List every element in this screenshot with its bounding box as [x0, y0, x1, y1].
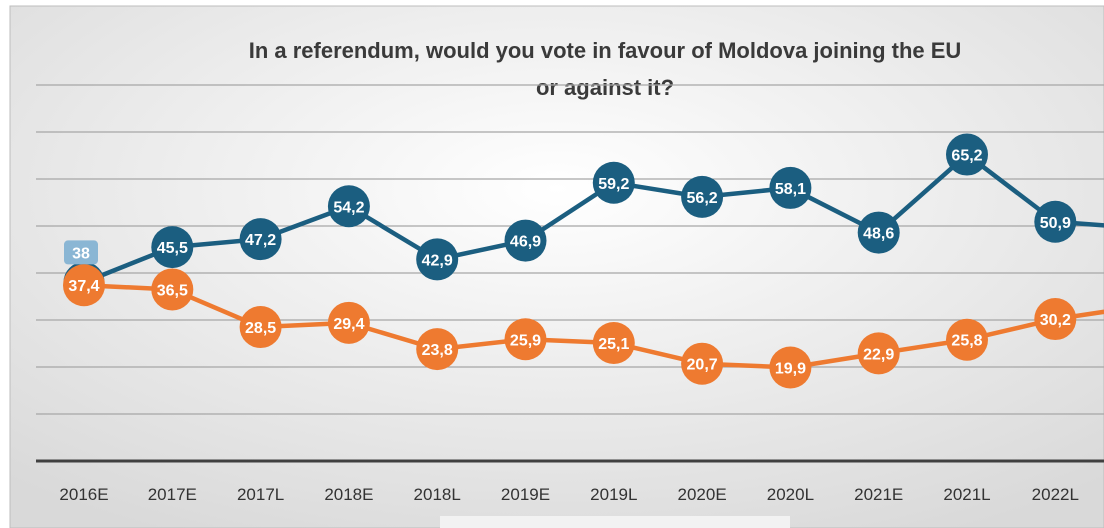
- data-label-against: 25,1: [598, 336, 629, 353]
- data-point-against: [1034, 298, 1077, 341]
- x-tick-label: 2016E: [59, 485, 108, 504]
- x-tick-label: 2021E: [854, 485, 903, 504]
- data-label-against: 30,2: [1040, 312, 1071, 329]
- data-label-for: 65,2: [951, 148, 982, 165]
- x-tick-label: 2019E: [501, 485, 550, 504]
- x-axis-tick-labels: 2016E 2017E 2017L 2018E 2018L 2019E 2019L 2020E…: [59, 485, 1079, 504]
- data-label-for: 54,2: [333, 199, 364, 216]
- data-label-against: 37,4: [68, 278, 99, 295]
- chart-title-line-2: or against it?: [536, 75, 674, 100]
- data-point-against: [504, 318, 547, 361]
- data-label-for: 59,2: [598, 176, 629, 193]
- x-tick-label: 2021L: [943, 485, 990, 504]
- x-tick-label: 2020L: [767, 485, 814, 504]
- data-label-for: 45,5: [157, 240, 188, 257]
- data-point-for: [1034, 200, 1077, 243]
- data-label-for: 50,9: [1040, 215, 1071, 232]
- x-tick-label: 2018E: [324, 485, 373, 504]
- data-point-against: [857, 332, 900, 375]
- x-tick-label: 2020E: [678, 485, 727, 504]
- data-point-for: [946, 133, 988, 176]
- data-label-against: 23,8: [422, 342, 453, 359]
- data-point-against: [946, 318, 988, 361]
- data-label-for: 58,1: [775, 181, 806, 198]
- data-label-against: 19,9: [775, 360, 806, 377]
- data-label-against: 36,5: [157, 282, 188, 299]
- data-label-for: 46,9: [510, 234, 541, 251]
- data-label-against: 20,7: [687, 357, 718, 374]
- x-tick-label: 2022L: [1032, 485, 1079, 504]
- data-point-against: [239, 306, 282, 349]
- data-point-for: [592, 161, 635, 204]
- data-label-for: 56,2: [687, 190, 718, 207]
- data-point-for: [769, 166, 812, 209]
- data-label-against: 22,9: [863, 346, 894, 363]
- data-label-against: 25,8: [951, 333, 982, 350]
- data-point-for: [239, 218, 282, 261]
- x-tick-label: 2018L: [414, 485, 461, 504]
- data-label-for: 47,2: [245, 232, 276, 249]
- data-point-against: [416, 328, 459, 371]
- chart-title-line-1: In a referendum, would you vote in favou…: [249, 38, 962, 63]
- bottom-highlight: [440, 516, 790, 528]
- data-point-for: [681, 175, 724, 218]
- data-point-for: [504, 219, 547, 262]
- data-label-against: 29,4: [333, 316, 364, 333]
- data-point-for: [857, 211, 900, 254]
- data-label-against: 28,5: [245, 320, 276, 337]
- data-label-box: [64, 240, 98, 265]
- x-tick-label: 2017L: [237, 485, 284, 504]
- chart-background: [9, 5, 1104, 528]
- x-tick-label: 2017E: [148, 485, 197, 504]
- data-label-against: 25,9: [510, 332, 541, 349]
- data-point-against: [769, 346, 812, 389]
- data-point-for: [327, 185, 370, 228]
- data-point-for: [416, 238, 459, 281]
- data-point-for: [151, 226, 194, 269]
- gridlines: [36, 84, 1104, 463]
- data-label-for: 48,6: [863, 226, 894, 243]
- series-layer: 38 45,5 47,2 54,2 42,9 46,9 59,2 56,2 58,1 48,6 65…: [63, 133, 1104, 389]
- data-point-against: [63, 264, 105, 307]
- data-point-against: [151, 268, 194, 311]
- data-point-against: [327, 301, 370, 344]
- data-point-against: [592, 322, 635, 365]
- x-tick-label: 2019L: [590, 485, 637, 504]
- data-label-for: 42,9: [422, 252, 453, 269]
- data-label-for: 38: [72, 245, 90, 262]
- data-point-against: [681, 342, 724, 385]
